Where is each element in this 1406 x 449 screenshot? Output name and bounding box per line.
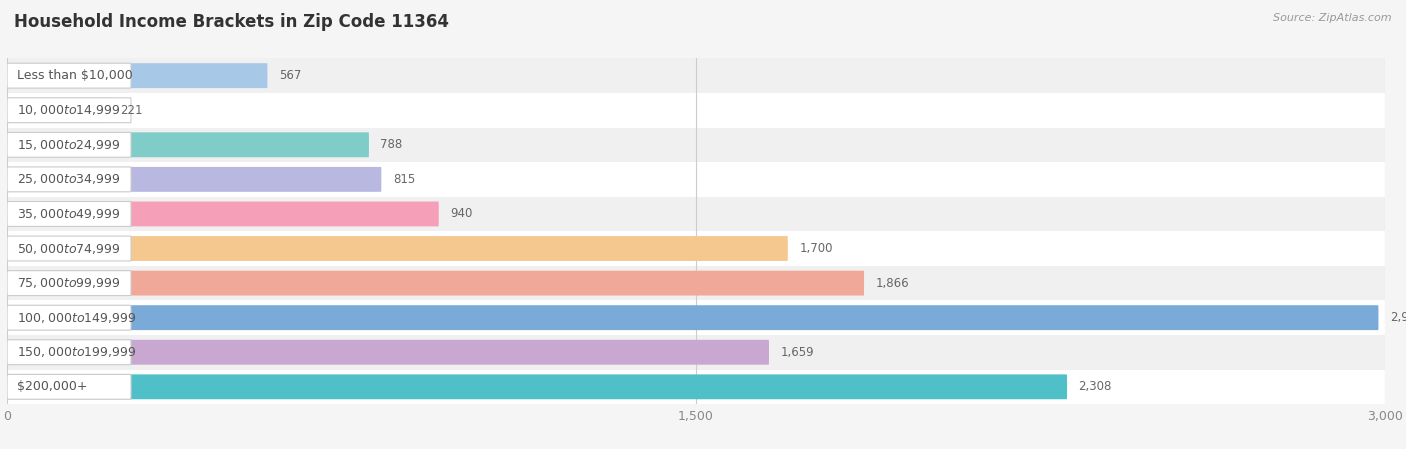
Text: 1,866: 1,866 bbox=[876, 277, 910, 290]
Text: $100,000 to $149,999: $100,000 to $149,999 bbox=[17, 311, 136, 325]
Bar bbox=[7, 370, 1385, 404]
Text: Less than $10,000: Less than $10,000 bbox=[17, 69, 132, 82]
FancyBboxPatch shape bbox=[7, 132, 368, 157]
Text: 567: 567 bbox=[278, 69, 301, 82]
Text: Source: ZipAtlas.com: Source: ZipAtlas.com bbox=[1274, 13, 1392, 23]
Text: $35,000 to $49,999: $35,000 to $49,999 bbox=[17, 207, 121, 221]
Text: Household Income Brackets in Zip Code 11364: Household Income Brackets in Zip Code 11… bbox=[14, 13, 449, 31]
FancyBboxPatch shape bbox=[7, 340, 131, 365]
FancyBboxPatch shape bbox=[7, 374, 1067, 399]
Text: 815: 815 bbox=[392, 173, 415, 186]
FancyBboxPatch shape bbox=[7, 271, 865, 295]
FancyBboxPatch shape bbox=[7, 271, 131, 295]
Text: $200,000+: $200,000+ bbox=[17, 380, 87, 393]
Text: 788: 788 bbox=[381, 138, 402, 151]
Text: $10,000 to $14,999: $10,000 to $14,999 bbox=[17, 103, 121, 117]
FancyBboxPatch shape bbox=[7, 167, 131, 192]
Text: 2,986: 2,986 bbox=[1391, 311, 1406, 324]
FancyBboxPatch shape bbox=[7, 167, 381, 192]
Bar bbox=[7, 58, 1385, 93]
FancyBboxPatch shape bbox=[7, 202, 439, 226]
Bar bbox=[7, 266, 1385, 300]
Text: 221: 221 bbox=[120, 104, 142, 117]
FancyBboxPatch shape bbox=[7, 132, 131, 157]
Bar bbox=[7, 231, 1385, 266]
Bar bbox=[7, 197, 1385, 231]
Text: $15,000 to $24,999: $15,000 to $24,999 bbox=[17, 138, 121, 152]
Text: 940: 940 bbox=[450, 207, 472, 220]
FancyBboxPatch shape bbox=[7, 236, 787, 261]
FancyBboxPatch shape bbox=[7, 63, 131, 88]
FancyBboxPatch shape bbox=[7, 305, 131, 330]
Bar bbox=[7, 128, 1385, 162]
FancyBboxPatch shape bbox=[7, 63, 267, 88]
Bar bbox=[7, 162, 1385, 197]
FancyBboxPatch shape bbox=[7, 374, 131, 399]
Bar bbox=[7, 93, 1385, 128]
Text: 1,700: 1,700 bbox=[799, 242, 832, 255]
Text: $150,000 to $199,999: $150,000 to $199,999 bbox=[17, 345, 136, 359]
FancyBboxPatch shape bbox=[7, 98, 131, 123]
Bar bbox=[7, 335, 1385, 370]
Text: $50,000 to $74,999: $50,000 to $74,999 bbox=[17, 242, 121, 255]
Bar bbox=[7, 300, 1385, 335]
FancyBboxPatch shape bbox=[7, 236, 131, 261]
Text: $75,000 to $99,999: $75,000 to $99,999 bbox=[17, 276, 121, 290]
Text: 2,308: 2,308 bbox=[1078, 380, 1112, 393]
FancyBboxPatch shape bbox=[7, 98, 108, 123]
FancyBboxPatch shape bbox=[7, 202, 131, 226]
FancyBboxPatch shape bbox=[7, 305, 1378, 330]
Text: 1,659: 1,659 bbox=[780, 346, 814, 359]
FancyBboxPatch shape bbox=[7, 340, 769, 365]
Text: $25,000 to $34,999: $25,000 to $34,999 bbox=[17, 172, 121, 186]
